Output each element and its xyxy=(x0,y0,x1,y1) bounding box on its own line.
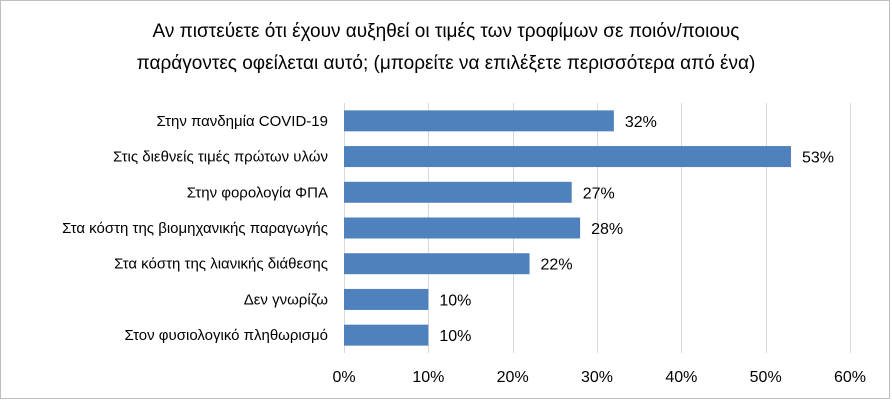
category-label-0: Στην πανδημία COVID-19 xyxy=(157,113,329,130)
bar-4 xyxy=(344,253,530,275)
x-tick-label-4: 40% xyxy=(665,369,697,386)
x-tick-label-1: 10% xyxy=(412,369,444,386)
bar-0 xyxy=(344,110,614,132)
bar-6 xyxy=(344,324,429,346)
category-label-2: Στην φορολογία ΦΠΑ xyxy=(187,184,328,201)
x-tick-label-3: 30% xyxy=(581,369,613,386)
chart-title: Αν πιστεύετε ότι έχουν αυξηθεί οι τιμές … xyxy=(137,21,756,74)
value-label-0: 32% xyxy=(625,114,657,131)
category-label-3: Στα κόστη της βιομηχανικής παραγωγής xyxy=(62,220,328,237)
bar-3 xyxy=(344,217,581,239)
category-labels: Στην πανδημία COVID-19 Στις διεθνείς τιμέ… xyxy=(62,113,328,344)
category-label-6: Στον φυσιολογικό πληθωρισμό xyxy=(125,327,328,344)
value-labels: 32% 53% 27% 28% 22% 10% 10% xyxy=(439,114,834,345)
x-tick-label-6: 60% xyxy=(834,369,866,386)
value-label-4: 22% xyxy=(541,257,573,274)
value-label-1: 53% xyxy=(802,150,834,167)
x-axis-tick-labels: 0% 10% 20% 30% 40% 50% 60% xyxy=(332,369,866,386)
x-tick-label-5: 50% xyxy=(750,369,782,386)
bar-1 xyxy=(344,146,791,168)
chart-title-line-1: Αν πιστεύετε ότι έχουν αυξηθεί οι τιμές … xyxy=(153,21,740,42)
x-tick-label-2: 20% xyxy=(497,369,529,386)
bar-2 xyxy=(344,181,572,203)
category-label-4: Στα κόστη της λιανικής διάθεσης xyxy=(114,256,328,273)
category-label-5: Δεν γνωρίζω xyxy=(244,291,329,308)
category-label-1: Στις διεθνείς τιμές πρώτων υλών xyxy=(113,149,328,166)
bars xyxy=(344,110,791,346)
value-label-3: 28% xyxy=(591,221,623,238)
value-label-2: 27% xyxy=(583,185,615,202)
chart-title-line-2: παράγοντες οφείλεται αυτό; (μπορείτε να … xyxy=(137,53,756,74)
value-label-5: 10% xyxy=(439,292,471,309)
x-tick-label-0: 0% xyxy=(332,369,355,386)
value-label-6: 10% xyxy=(439,328,471,345)
bar-5 xyxy=(344,288,429,310)
